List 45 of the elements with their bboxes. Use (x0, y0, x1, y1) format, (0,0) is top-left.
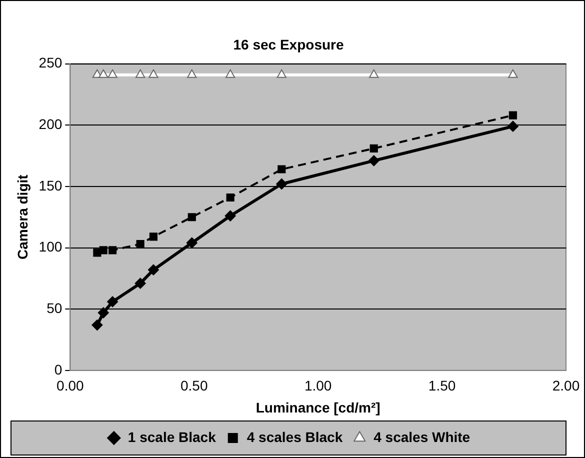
point (135, 69, 146, 78)
x-tick-label: 2.00 (552, 378, 580, 394)
point (278, 165, 286, 174)
y-tick-label: 250 (38, 54, 62, 71)
point (98, 69, 108, 78)
x-tick-label: 1.00 (304, 378, 332, 394)
x-axis-title: Luminance [cd/m²] (256, 399, 380, 416)
x-tick-label: 0.00 (56, 378, 84, 394)
point (92, 320, 103, 331)
point (187, 69, 197, 78)
point (108, 69, 118, 78)
point (188, 213, 196, 222)
y-tick-label: 200 (38, 116, 62, 132)
y-tick-label: 100 (38, 238, 62, 255)
point (148, 69, 158, 78)
point (224, 210, 236, 222)
point (99, 246, 108, 254)
point (98, 307, 109, 318)
legend-label: 1 scale Black (128, 428, 216, 445)
point (369, 69, 379, 78)
y-tick-label: 150 (38, 177, 62, 194)
legend-label: 4 scales Black (246, 428, 343, 445)
point (276, 178, 288, 190)
point (225, 69, 236, 78)
y-tick-label: 0 (54, 361, 62, 378)
point (508, 69, 518, 78)
legend-label: 4 scales White (374, 428, 470, 445)
point (136, 240, 144, 248)
point (370, 144, 378, 152)
point (507, 120, 518, 132)
y-axis-title: Camera digit (14, 174, 30, 260)
point (149, 232, 158, 241)
point (148, 264, 159, 276)
point (276, 69, 286, 78)
x-tick-label: 0.50 (180, 378, 208, 394)
point (134, 278, 146, 289)
chart-title: 16 sec Exposure (233, 36, 344, 52)
y-tick-label: 50 (46, 300, 62, 316)
point (368, 155, 380, 166)
point (108, 246, 117, 254)
point (107, 296, 118, 308)
x-tick-label: 1.50 (428, 378, 456, 394)
point (226, 193, 234, 202)
point (186, 237, 198, 248)
point (508, 111, 517, 120)
